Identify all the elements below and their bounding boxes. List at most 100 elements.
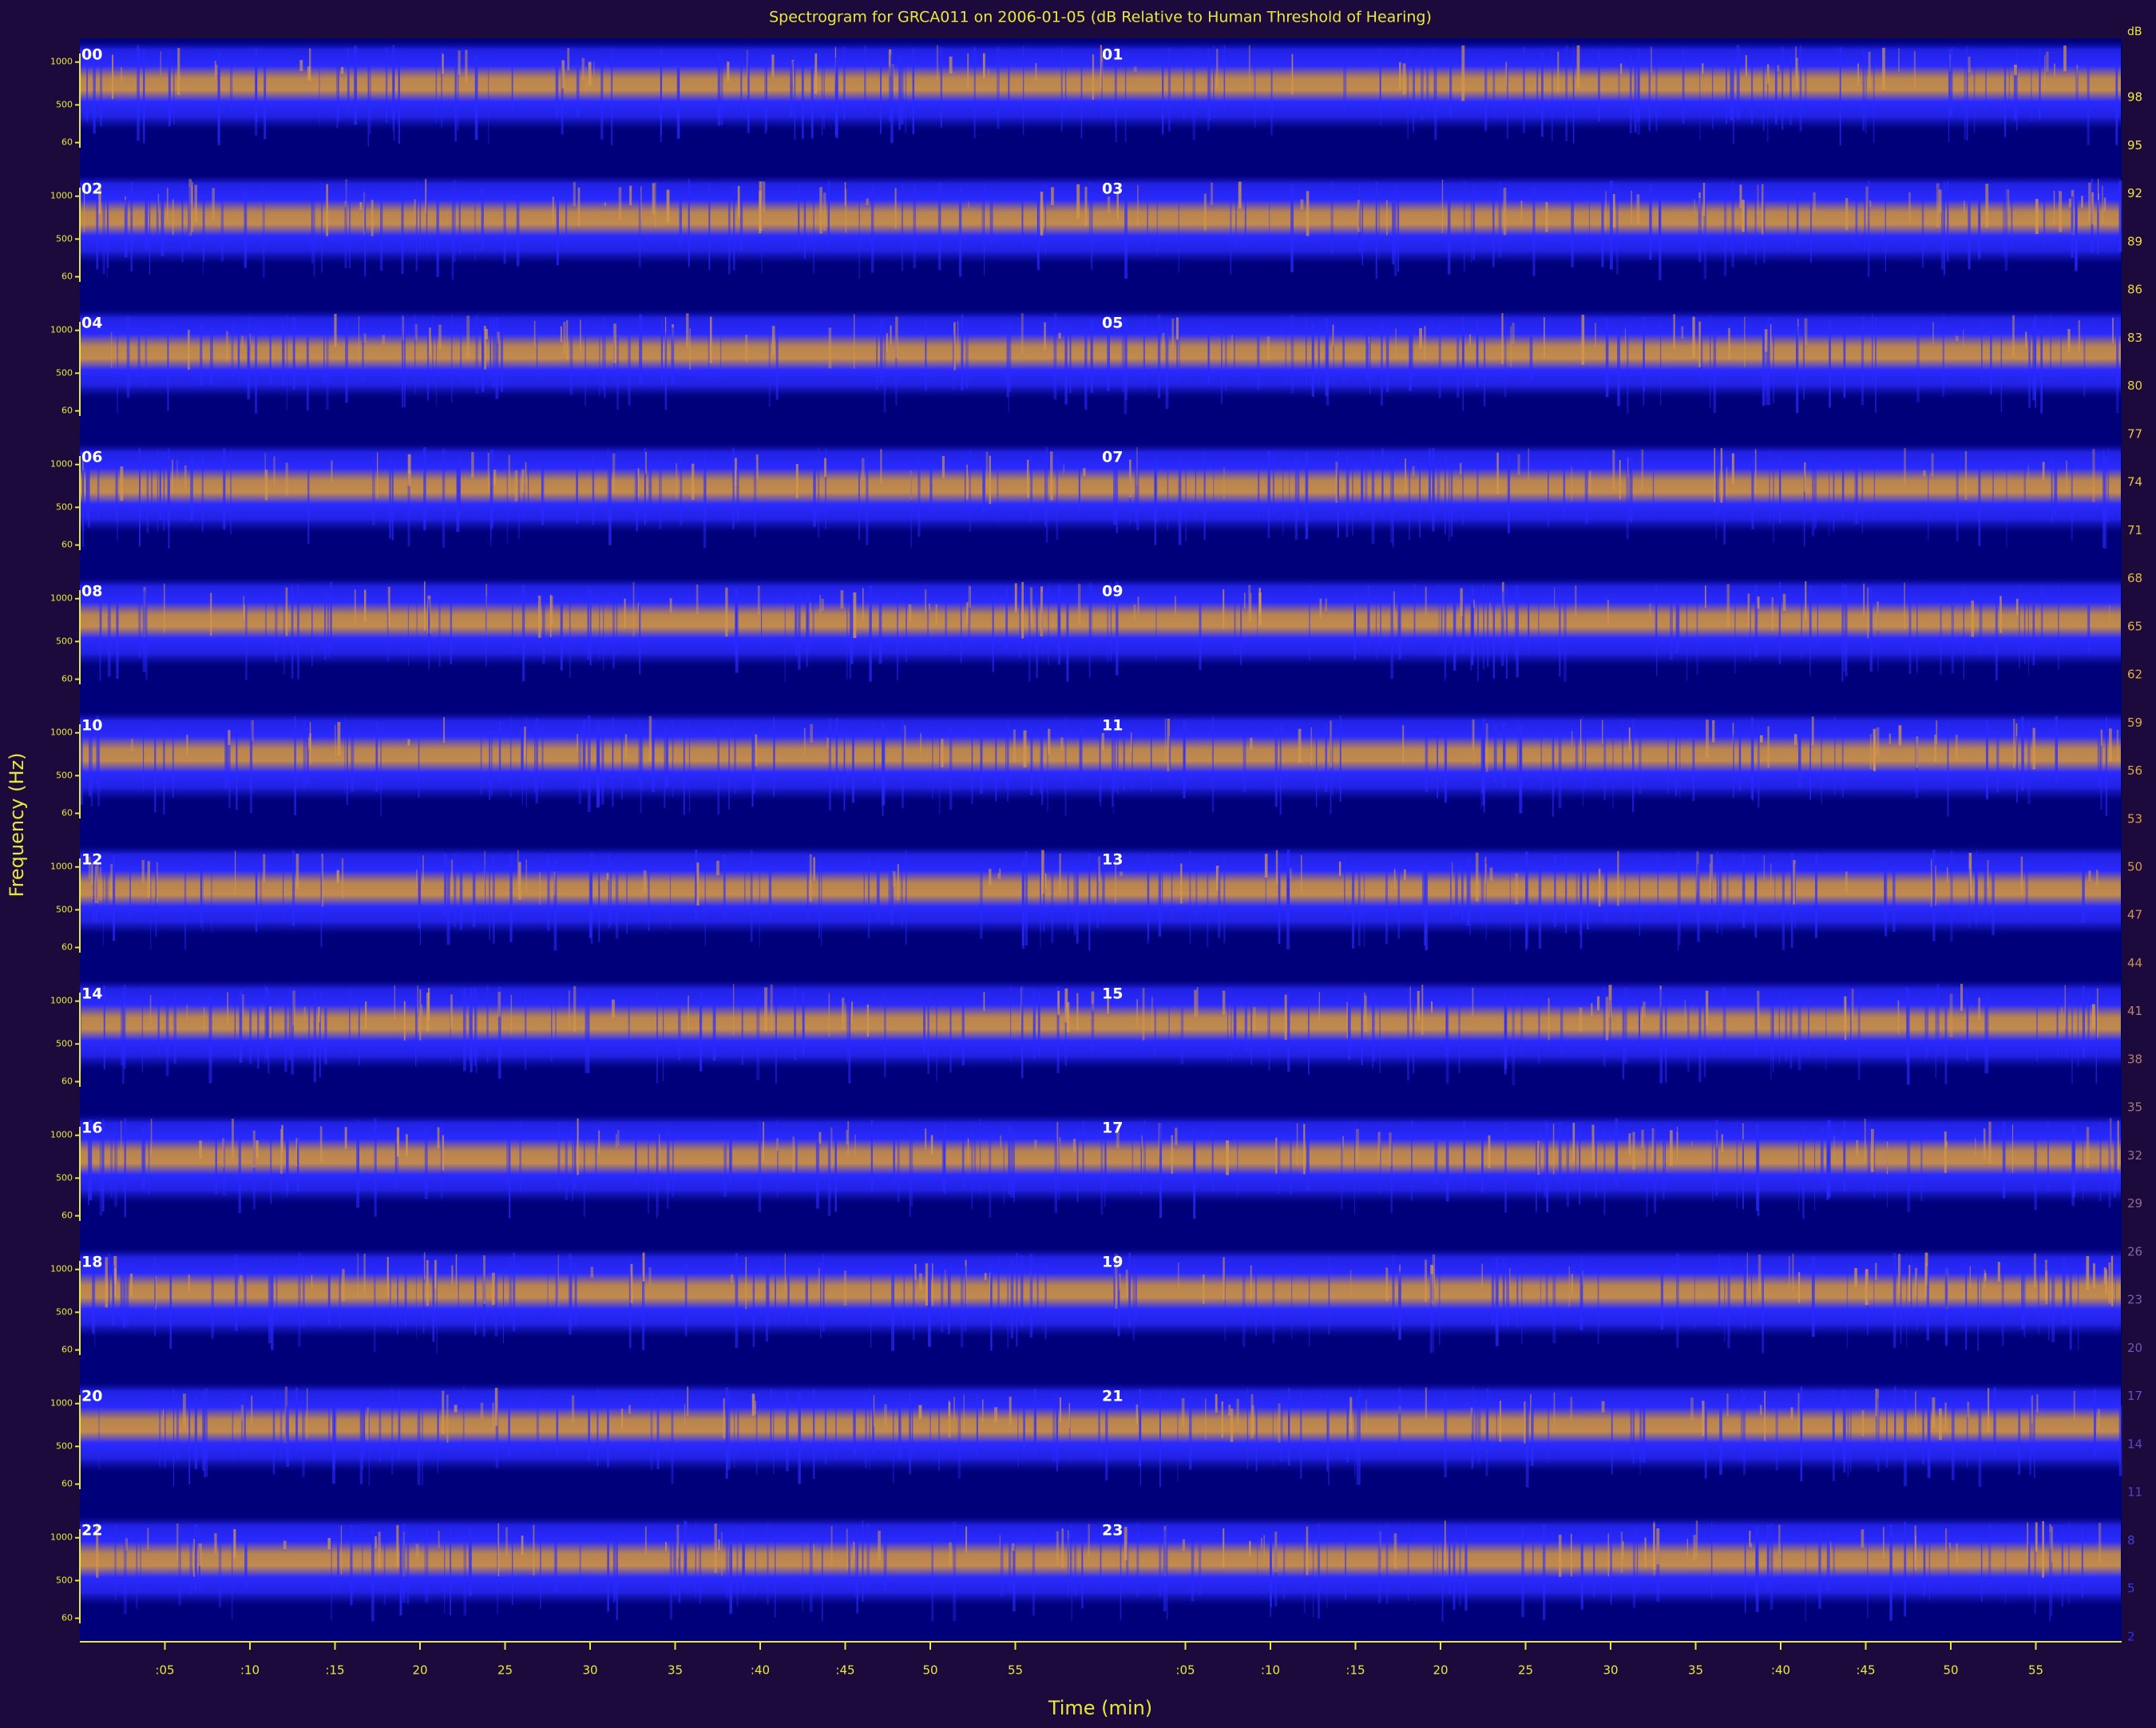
y-tick-label: 60	[61, 540, 73, 550]
spectral-band	[80, 1516, 1100, 1606]
y-tick-label: 1000	[50, 862, 73, 872]
y-tick-label: 500	[56, 1172, 73, 1183]
y-tick-label: 1000	[50, 727, 73, 738]
spectral-band	[1100, 577, 2121, 667]
panel-label: 15	[1102, 985, 1123, 1003]
colorbar-tick-label: 56	[2127, 763, 2142, 778]
x-axis-label: Time (min)	[1048, 1697, 1152, 1719]
y-tick-label: 500	[56, 770, 73, 780]
spectral-band	[80, 443, 1100, 533]
x-tick-label: :45	[835, 1663, 854, 1678]
y-tick-label: 60	[61, 1613, 73, 1623]
spectrogram-panel	[1100, 577, 2121, 683]
y-tick-label: 1000	[50, 1264, 73, 1274]
y-tick-label: 1000	[50, 1130, 73, 1140]
panel-label: 01	[1102, 46, 1123, 64]
x-tick-label: 35	[668, 1663, 683, 1678]
x-tick-label: :10	[1261, 1663, 1280, 1678]
x-tick-label: 35	[1688, 1663, 1703, 1678]
colorbar-tick-label: 38	[2127, 1052, 2142, 1066]
spectrogram-panel	[1100, 175, 2122, 280]
chart-title: Spectrogram for GRCA011 on 2006-01-05 (d…	[769, 9, 1432, 26]
y-tick-label: 60	[61, 808, 73, 818]
y-tick-label: 1000	[50, 459, 73, 470]
y-tick-label: 1000	[50, 57, 73, 67]
y-tick-label: 1000	[50, 325, 73, 335]
panel-label: 10	[81, 717, 102, 735]
spectral-band	[1100, 711, 2121, 801]
x-tick-label: 50	[922, 1663, 937, 1678]
colorbar-tick-label: 29	[2127, 1196, 2142, 1211]
spectrogram-panel	[1100, 711, 2121, 817]
x-tick-label: 55	[2028, 1663, 2043, 1678]
colorbar-tick-label: 8	[2127, 1533, 2135, 1548]
colorbar-tick-label: 59	[2127, 715, 2142, 730]
colorbar-tick-label: 71	[2127, 523, 2142, 537]
panel-label: 07	[1102, 449, 1123, 466]
spectral-band	[1100, 443, 2121, 533]
spectrogram-panel	[80, 41, 1100, 146]
y-tick-label: 60	[61, 942, 73, 953]
colorbar-tick-label: 23	[2127, 1293, 2142, 1307]
x-tick-label: 55	[1008, 1663, 1023, 1678]
y-tick-label: 1000	[50, 191, 73, 201]
y-tick-label: 500	[56, 1575, 73, 1585]
panel-label: 09	[1102, 583, 1123, 600]
y-tick-label: 1000	[50, 593, 73, 604]
y-tick-label: 1000	[50, 1532, 73, 1543]
y-tick-label: 60	[61, 674, 73, 684]
panel-label: 02	[81, 180, 102, 198]
spectrogram-panel	[79, 980, 1100, 1084]
x-tick-label: :10	[240, 1663, 260, 1678]
colorbar-tick-label: 68	[2127, 571, 2142, 585]
y-axis-label: Frequency (Hz)	[6, 753, 28, 898]
y-tick-label: 500	[56, 904, 73, 914]
y-tick-label: 500	[56, 1441, 73, 1451]
colorbar-tick-label: 44	[2127, 956, 2142, 970]
y-tick-label: 1000	[50, 1398, 73, 1409]
y-tick-label: 60	[61, 1345, 73, 1355]
y-tick-label: 500	[56, 501, 73, 512]
colorbar-tick-label: 14	[2127, 1437, 2142, 1451]
y-tick-label: 60	[61, 1076, 73, 1087]
spectrogram-panel	[1100, 1114, 2121, 1219]
colorbar-tick-label: 2	[2127, 1629, 2135, 1643]
panel-label: 18	[81, 1254, 102, 1271]
x-tick-label: 30	[1603, 1663, 1618, 1678]
x-tick-label: 25	[497, 1663, 513, 1678]
colorbar-tick-label: 17	[2127, 1389, 2142, 1403]
x-tick-label: :15	[1346, 1663, 1365, 1678]
spectrogram-panel	[80, 309, 1100, 414]
panel-label: 17	[1102, 1120, 1123, 1137]
x-tick-label: :05	[1175, 1663, 1195, 1678]
spectral-band	[1100, 309, 2121, 398]
x-tick-label: 50	[1943, 1663, 1958, 1678]
colorbar-label: dB	[2127, 26, 2142, 38]
panel-label: 20	[81, 1388, 102, 1405]
spectrogram-panel	[80, 1248, 1100, 1353]
panel-label: 22	[81, 1522, 102, 1540]
spectrogram-panel	[80, 1516, 1100, 1622]
colorbar-tick-label: 74	[2127, 475, 2142, 489]
y-tick-label: 500	[56, 636, 73, 646]
spectrogram-panel	[1100, 1382, 2122, 1488]
y-tick-label: 500	[56, 99, 73, 109]
spectrogram-panel	[80, 711, 1102, 817]
y-tick-label: 60	[61, 271, 73, 282]
spectrogram-panel	[80, 1114, 1100, 1219]
panel-label: 05	[1102, 315, 1123, 332]
plot-background	[80, 38, 2122, 1642]
colorbar-tick-label: 65	[2127, 619, 2142, 633]
y-tick-label: 60	[61, 406, 73, 416]
colorbar-tick-label: 83	[2127, 331, 2142, 345]
panel-label: 19	[1102, 1254, 1123, 1271]
panel-label: 06	[81, 449, 102, 466]
y-tick-label: 500	[56, 233, 73, 244]
spectral-band	[80, 175, 1100, 264]
spectral-band	[1100, 1382, 2121, 1472]
spectrogram-panel	[1100, 1248, 2121, 1353]
spectrogram-panel	[1100, 980, 2121, 1085]
colorbar-tick-label: 50	[2127, 860, 2142, 874]
